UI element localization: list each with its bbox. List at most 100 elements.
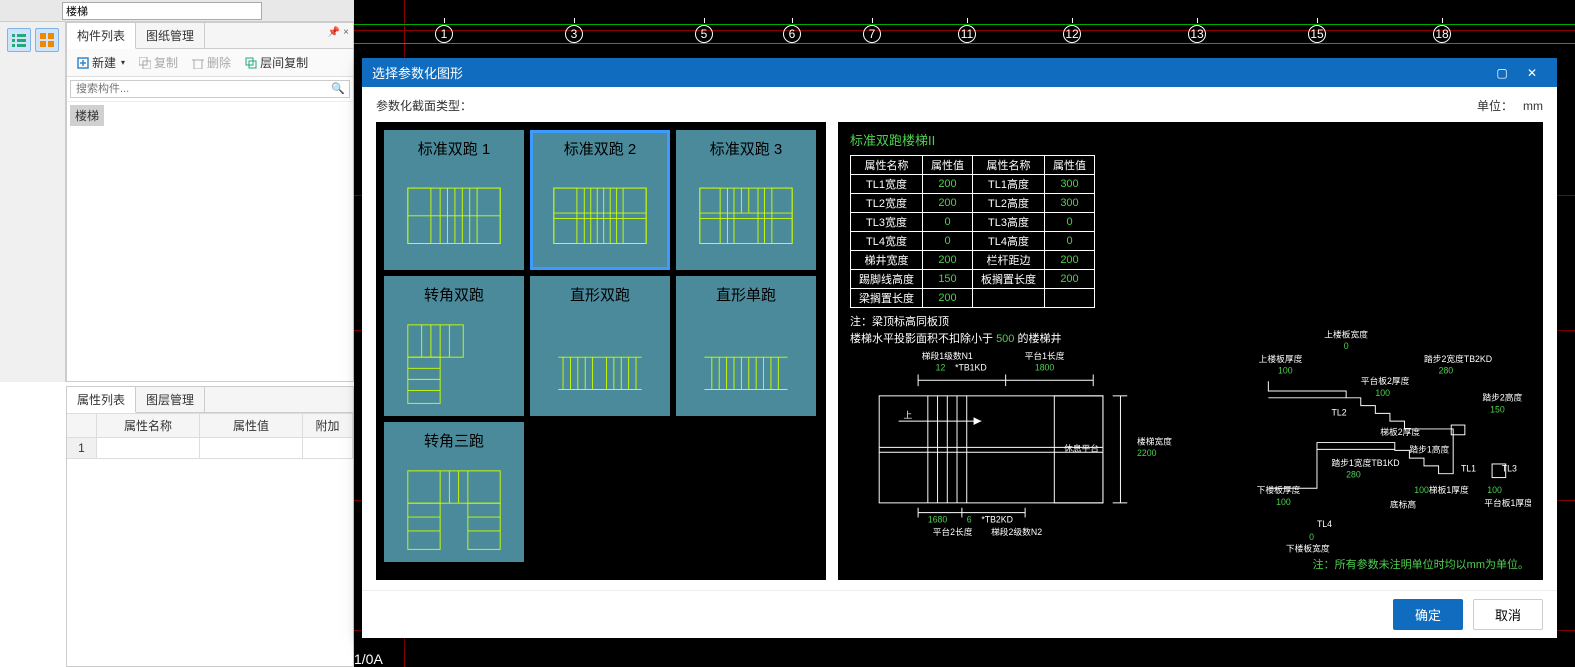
svg-text:0: 0 xyxy=(1309,532,1314,542)
svg-text:平台2长度: 平台2长度 xyxy=(933,526,973,537)
svg-text:100: 100 xyxy=(1414,485,1429,495)
svg-text:梯段1级数N1: 梯段1级数N1 xyxy=(922,350,973,361)
prop-cell-name[interactable] xyxy=(97,438,200,459)
preview-pane: 标准双跑楼梯II 属性名称 属性值 属性名称 属性值 TL1宽度200TL1高度… xyxy=(838,122,1543,580)
template-std1[interactable]: 标准双跑 1 xyxy=(384,130,524,270)
svg-text:12: 12 xyxy=(936,363,946,373)
svg-text:TL1: TL1 xyxy=(1461,464,1476,474)
search-input[interactable] xyxy=(70,80,350,98)
view-list-icon[interactable] xyxy=(7,28,31,52)
svg-text:TL2: TL2 xyxy=(1332,407,1347,417)
th-name2: 属性名称 xyxy=(973,156,1045,175)
svg-text:100: 100 xyxy=(1487,485,1502,495)
svg-text:上楼板宽度: 上楼板宽度 xyxy=(1324,328,1368,339)
cancel-button[interactable]: 取消 xyxy=(1473,599,1543,630)
th-val1: 属性值 xyxy=(923,156,973,175)
copy-label: 复制 xyxy=(154,54,178,71)
svg-text:梯板1厚度: 梯板1厚度 xyxy=(1429,484,1469,495)
ruler-tick: 18 xyxy=(1433,25,1451,43)
section-type-label: 参数化截面类型： xyxy=(376,97,472,114)
template-straight2[interactable]: 直形双跑 xyxy=(530,276,670,416)
svg-text:踏步2高度: 踏步2高度 xyxy=(1482,392,1522,403)
tab-components[interactable]: 构件列表 xyxy=(67,23,136,49)
svg-text:100: 100 xyxy=(1375,388,1390,398)
prop-header-value: 属性值 xyxy=(200,414,303,438)
svg-text:梯板2厚度: 梯板2厚度 xyxy=(1380,426,1420,437)
view-grid-icon[interactable] xyxy=(35,28,59,52)
svg-text:0: 0 xyxy=(1344,341,1349,351)
svg-text:2200: 2200 xyxy=(1137,448,1157,458)
close-icon[interactable]: ✕ xyxy=(1517,66,1547,80)
ok-button[interactable]: 确定 xyxy=(1393,599,1463,630)
svg-text:上楼板厚度: 上楼板厚度 xyxy=(1259,353,1303,364)
search-icon[interactable]: 🔍 xyxy=(331,82,345,95)
th-name1: 属性名称 xyxy=(851,156,923,175)
svg-text:下楼板宽度: 下楼板宽度 xyxy=(1286,543,1330,554)
svg-text:TL3: TL3 xyxy=(1502,464,1517,474)
ruler-tick: 12 xyxy=(1063,25,1081,43)
floor-copy-label: 层间复制 xyxy=(260,54,308,71)
template-std2[interactable]: 标准双跑 2 xyxy=(530,130,670,270)
svg-text:踏步1宽度TB1KD: 踏步1宽度TB1KD xyxy=(1332,457,1400,468)
component-panel: 📌 × 构件列表 图纸管理 新建 复制 删除 层间复制 xyxy=(66,22,354,382)
svg-text:1680: 1680 xyxy=(928,514,948,524)
ruler-tick: 15 xyxy=(1308,25,1326,43)
delete-label: 删除 xyxy=(207,54,231,71)
maximize-icon[interactable]: ▢ xyxy=(1487,66,1517,80)
property-panel: 属性列表 图层管理 属性名称 属性值 附加 1 xyxy=(66,386,354,667)
pin-icon[interactable]: 📌 × xyxy=(328,27,349,38)
template-corner3[interactable]: 转角三跑 xyxy=(384,422,524,562)
preview-diagrams: 上 休息平台 梯段1级数N1 12*TB1KD 平台1长度 1800 楼梯宽度2… xyxy=(850,317,1531,572)
preview-title: 标准双跑楼梯II xyxy=(850,130,1531,149)
prop-header-extra: 附加 xyxy=(303,414,353,438)
prop-cell-extra[interactable] xyxy=(303,438,353,459)
status-coord: 1/0A xyxy=(354,651,383,667)
svg-text:梯段2级数N2: 梯段2级数N2 xyxy=(991,526,1042,537)
unit-value: mm xyxy=(1523,99,1543,113)
ruler-tick: 6 xyxy=(783,25,801,43)
ruler-tick: 7 xyxy=(863,25,881,43)
tree-item-stair[interactable]: 楼梯 xyxy=(70,105,104,126)
prop-header-name: 属性名称 xyxy=(97,414,200,438)
svg-text:*TB2KD: *TB2KD xyxy=(981,514,1013,524)
icon-column xyxy=(0,22,66,382)
prop-row-num: 1 xyxy=(67,438,97,459)
tab-layers[interactable]: 图层管理 xyxy=(136,387,205,412)
new-button[interactable]: 新建 xyxy=(72,52,130,73)
template-straight1[interactable]: 直形单跑 xyxy=(676,276,816,416)
svg-text:280: 280 xyxy=(1439,365,1454,375)
ruler-tick: 11 xyxy=(958,25,976,43)
svg-text:平台板2厚度: 平台板2厚度 xyxy=(1361,375,1410,386)
svg-text:*TB1KD: *TB1KD xyxy=(955,363,987,373)
svg-text:6: 6 xyxy=(967,514,972,524)
param-dialog: 选择参数化图形 ▢ ✕ 参数化截面类型： 单位： mm 标准双跑 1标准双跑 2… xyxy=(362,58,1557,638)
property-table: 属性名称 属性值 属性名称 属性值 TL1宽度200TL1高度300TL2宽度2… xyxy=(850,155,1095,308)
new-label: 新建 xyxy=(92,54,116,71)
ruler-tick: 1 xyxy=(435,25,453,43)
svg-text:踏步2宽度TB2KD: 踏步2宽度TB2KD xyxy=(1424,353,1492,364)
template-gallery: 标准双跑 1标准双跑 2标准双跑 3 转角双跑直形双跑直形单跑转角三跑 xyxy=(376,122,826,580)
ruler-top: 135671112131518 xyxy=(354,24,1575,44)
floor-copy-button[interactable]: 层间复制 xyxy=(240,52,313,73)
component-tree[interactable]: 楼梯 xyxy=(67,102,353,381)
tab-properties[interactable]: 属性列表 xyxy=(67,387,136,413)
unit-label: 单位： xyxy=(1477,99,1513,113)
svg-text:TL4: TL4 xyxy=(1317,519,1332,529)
tab-drawings[interactable]: 图纸管理 xyxy=(136,23,205,48)
dialog-titlebar[interactable]: 选择参数化图形 ▢ ✕ xyxy=(362,58,1557,87)
svg-text:休息平台: 休息平台 xyxy=(1064,442,1099,453)
svg-text:150: 150 xyxy=(1490,404,1505,414)
template-std3[interactable]: 标准双跑 3 xyxy=(676,130,816,270)
svg-text:100: 100 xyxy=(1276,497,1291,507)
svg-text:下楼板厚度: 下楼板厚度 xyxy=(1257,484,1301,495)
svg-text:280: 280 xyxy=(1346,470,1361,480)
template-corner2[interactable]: 转角双跑 xyxy=(384,276,524,416)
prop-cell-value[interactable] xyxy=(200,438,303,459)
floor-input[interactable] xyxy=(62,2,262,20)
svg-text:踏步1高度: 踏步1高度 xyxy=(1409,443,1449,454)
svg-text:平台1长度: 平台1长度 xyxy=(1025,350,1065,361)
th-val2: 属性值 xyxy=(1045,156,1095,175)
dialog-title: 选择参数化图形 xyxy=(372,63,463,82)
ruler-tick: 3 xyxy=(565,25,583,43)
svg-text:100: 100 xyxy=(1278,365,1293,375)
